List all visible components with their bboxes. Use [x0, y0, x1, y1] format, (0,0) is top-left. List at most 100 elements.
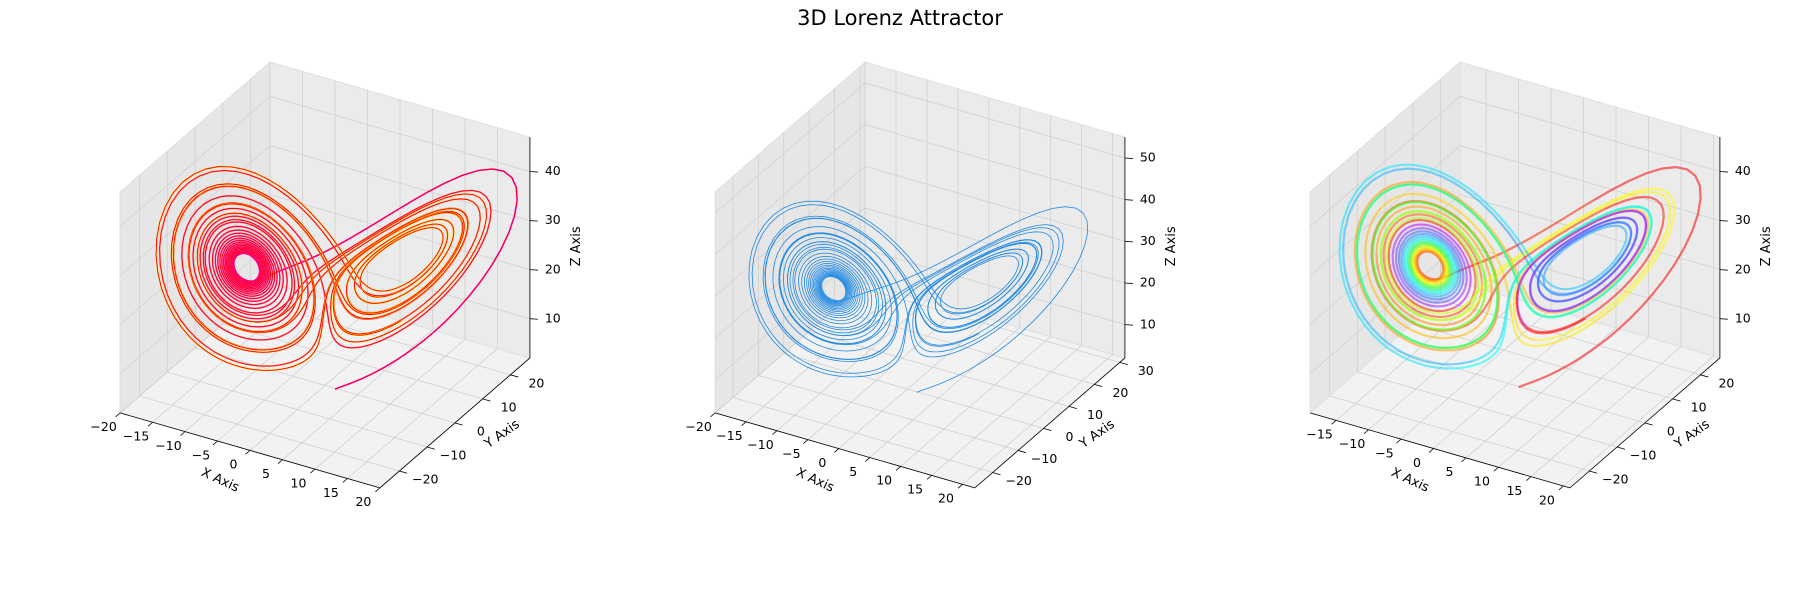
series-line-2 — [232, 250, 263, 286]
series-line-2 — [231, 251, 262, 283]
z-tick — [1124, 157, 1133, 159]
z-tick-label: 10 — [1735, 310, 1751, 325]
z-tick — [529, 318, 538, 320]
z-tick — [1124, 324, 1133, 326]
series-line-1 — [817, 273, 853, 308]
series-line-1 — [947, 252, 1024, 315]
series-line-2 — [285, 229, 316, 346]
x-tick — [1461, 457, 1467, 463]
x-tick — [277, 459, 283, 464]
x-gridline — [807, 88, 959, 441]
series-line-1 — [874, 309, 910, 371]
series-line-2 — [334, 168, 518, 390]
x-tick — [310, 468, 316, 474]
series-line-2 — [367, 223, 449, 298]
y-tick-label: 20 — [1112, 385, 1128, 400]
x-tick-label: 15 — [323, 485, 339, 500]
series-line-2 — [343, 198, 481, 335]
z-tick — [1719, 269, 1728, 271]
x-tick-label: 10 — [1474, 474, 1490, 489]
z-tick-label: 20 — [1140, 275, 1156, 290]
plot-panel-1: −20−15−10−505101520−20−100102010203040X … — [90, 61, 584, 509]
x-tick-label: 10 — [876, 473, 892, 488]
series-line-1 — [1515, 289, 1586, 335]
series-line-1 — [816, 262, 877, 334]
series-line-1 — [1404, 243, 1456, 294]
series-line-1 — [872, 239, 969, 330]
x-tick-label: −15 — [716, 428, 742, 443]
y-gridline — [808, 110, 1070, 407]
z-tick-label: 10 — [1140, 316, 1156, 331]
series-line-2 — [288, 211, 390, 315]
figure-title: 3D Lorenz Attractor — [797, 6, 1003, 30]
x-tick-label: 20 — [355, 494, 371, 509]
x-tick — [1363, 429, 1369, 434]
series-line-1 — [1371, 200, 1499, 299]
x-tick-label: 5 — [262, 466, 270, 481]
y-tick — [1589, 470, 1598, 474]
y-gridline — [1384, 127, 1646, 424]
series-line-1 — [786, 226, 912, 334]
series-line-2 — [170, 183, 294, 353]
x-gridline — [282, 109, 433, 461]
series-line-2 — [338, 217, 469, 319]
series-line-1 — [924, 231, 1054, 346]
y-axis-line — [974, 357, 1126, 489]
series-line-1 — [933, 248, 1029, 316]
series-line-1 — [1341, 167, 1501, 366]
series-line-2 — [217, 235, 278, 294]
series-line-1 — [783, 278, 883, 341]
y-tick — [1617, 446, 1626, 450]
series-line-2 — [202, 224, 297, 316]
series-line-2 — [289, 291, 328, 364]
series-line-1 — [1391, 235, 1468, 308]
x-gridline — [1563, 135, 1714, 487]
series-line-1 — [817, 272, 846, 305]
x-tick-label: 0 — [230, 457, 238, 472]
series-line-2 — [172, 185, 340, 308]
x-tick-label: −10 — [1339, 436, 1365, 451]
series-line-1 — [1410, 243, 1443, 287]
series-line-1 — [751, 204, 899, 374]
z-tick — [1719, 318, 1728, 320]
series-line-1 — [792, 251, 881, 331]
y-tick-label: 10 — [501, 399, 517, 414]
series-line-1 — [772, 239, 890, 352]
z-axis-label: Z Axis — [1759, 226, 1774, 266]
series-line-1 — [806, 278, 861, 316]
series-line-2 — [238, 242, 363, 323]
z-gridline — [1309, 96, 1721, 227]
x-tick-label: 5 — [1446, 464, 1454, 479]
series-line-1 — [1513, 268, 1536, 341]
series-line-1 — [1400, 232, 1462, 293]
x-tick — [1331, 420, 1337, 425]
series-line-1 — [807, 246, 880, 333]
series-line-2 — [208, 238, 284, 309]
series-line-1 — [1412, 248, 1451, 289]
x-tick — [1526, 476, 1532, 481]
z-gridline — [714, 165, 1126, 297]
series-line-1 — [897, 249, 1010, 314]
y-gridline — [1329, 175, 1590, 472]
y-tick — [399, 470, 408, 474]
z-tick — [1719, 171, 1728, 173]
series-line-2 — [218, 219, 295, 319]
series-line-1 — [809, 269, 857, 313]
series-line-1 — [1379, 210, 1485, 318]
series-line-1 — [914, 309, 980, 347]
y-tick — [1043, 428, 1052, 432]
y-gridline — [732, 176, 993, 473]
series-line-1 — [916, 242, 1038, 310]
x-gridline — [1400, 88, 1552, 440]
series-line-1 — [826, 269, 944, 337]
series-line-1 — [1407, 241, 1451, 290]
series-line-2 — [196, 212, 301, 319]
y-tick-label: −20 — [1602, 472, 1628, 487]
series-line-2 — [353, 237, 398, 304]
z-axis-label: Z Axis — [1164, 226, 1179, 266]
y-tick-label: 20 — [1718, 375, 1734, 390]
series-line-2 — [328, 304, 436, 349]
z-tick — [529, 220, 538, 222]
